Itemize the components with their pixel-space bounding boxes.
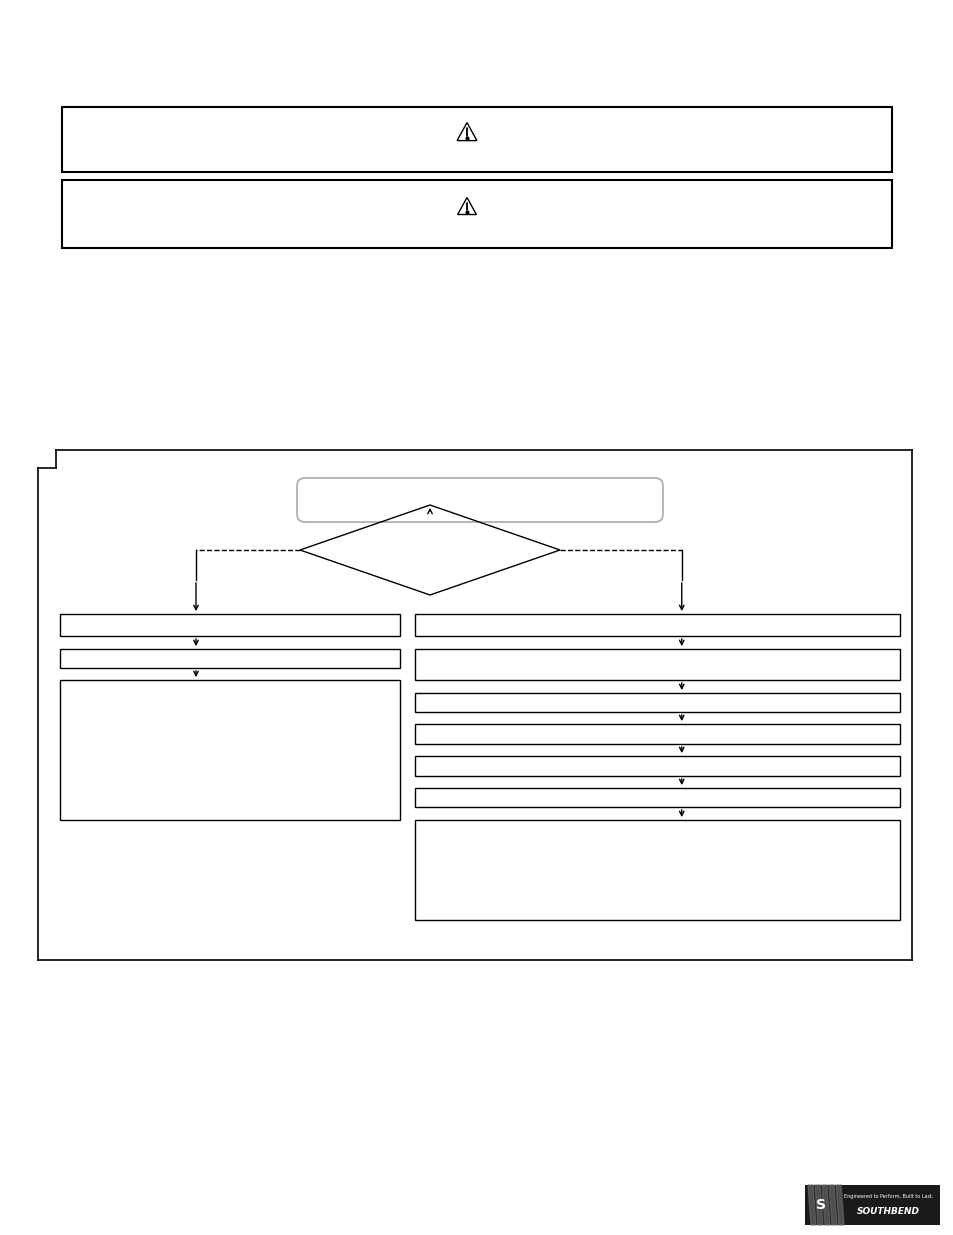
Polygon shape	[807, 1186, 815, 1225]
Bar	[60, 680, 399, 820]
FancyBboxPatch shape	[296, 478, 662, 522]
Bar	[62, 180, 891, 248]
Bar	[415, 650, 899, 680]
Bar	[60, 614, 399, 636]
Polygon shape	[828, 1186, 836, 1225]
Polygon shape	[821, 1186, 829, 1225]
Text: S: S	[816, 1198, 825, 1212]
Bar	[415, 756, 899, 776]
Text: SOUTHBEND: SOUTHBEND	[857, 1207, 920, 1215]
Bar	[415, 724, 899, 743]
Bar	[415, 820, 899, 920]
Bar	[415, 788, 899, 806]
Bar	[804, 1186, 939, 1225]
Polygon shape	[814, 1186, 822, 1225]
Bar	[60, 650, 399, 668]
Text: Engineered to Perform, Built to Last.: Engineered to Perform, Built to Last.	[843, 1194, 932, 1199]
Bar	[62, 107, 891, 172]
Bar	[415, 614, 899, 636]
Bar	[415, 693, 899, 713]
Polygon shape	[835, 1186, 843, 1225]
